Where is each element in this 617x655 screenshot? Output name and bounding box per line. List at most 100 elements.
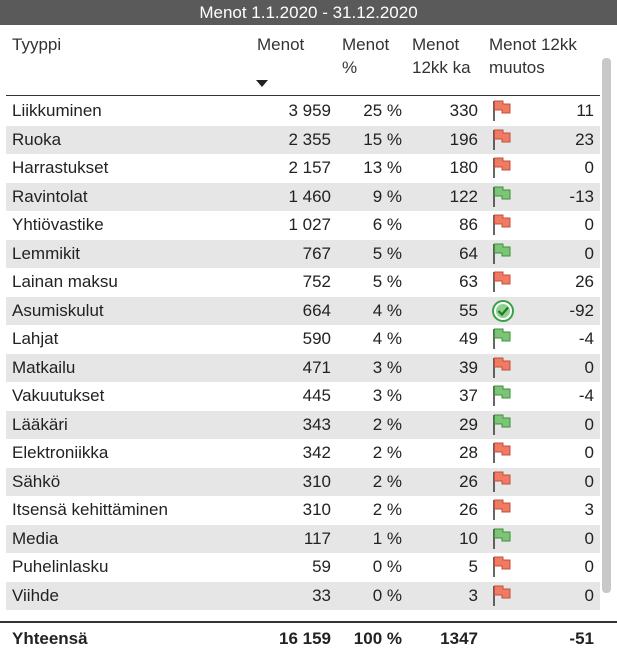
value-cell: 1 460 — [288, 186, 331, 206]
sort-arrow[interactable] — [256, 80, 268, 88]
category-cell: Ruoka — [12, 129, 62, 149]
category-cell: Itsensä kehittäminen — [12, 500, 168, 519]
value-cell: 0 % — [372, 557, 402, 576]
value-cell: 180 — [449, 158, 478, 177]
value-cell: 0 — [584, 528, 594, 548]
category-cell: Harrastukset — [12, 158, 109, 177]
value-cell: 25 % — [363, 101, 402, 120]
status-icon — [491, 242, 513, 266]
value-cell: 2 157 — [288, 158, 331, 177]
value-cell: 6 % — [372, 215, 402, 234]
value-cell: 122 — [449, 186, 478, 206]
category-cell: Lemmikit — [12, 243, 81, 263]
status-icon — [491, 527, 513, 551]
status-icon — [491, 213, 513, 237]
table-row: Asumiskulut 664 4 % 55 -92 — [6, 296, 600, 325]
value-cell: 0 — [584, 471, 594, 491]
total-value: 16 159 — [279, 629, 331, 648]
value-cell: 55 — [459, 300, 478, 320]
table-row: Itsensä kehittäminen 310 2 % 26 3 — [6, 496, 600, 524]
value-cell: 0 — [584, 414, 594, 434]
value-cell: 86 — [459, 215, 478, 234]
value-cell: -4 — [578, 386, 594, 405]
table-row: Ruoka 2 355 15 % 196 23 — [6, 125, 600, 154]
value-cell: 342 — [302, 443, 331, 462]
value-cell: 0 — [584, 585, 594, 605]
value-cell: 767 — [302, 243, 331, 263]
category-cell: Vakuutukset — [12, 386, 105, 405]
value-cell: 59 — [312, 557, 331, 576]
table-row: Vakuutukset 445 3 % 37 -4 — [6, 382, 600, 410]
status-icon — [491, 441, 513, 465]
total-label: Yhteensä — [12, 629, 88, 648]
status-icon — [491, 470, 513, 494]
value-cell: 3 — [468, 585, 478, 605]
value-cell: 28 — [459, 443, 478, 462]
value-cell: 5 % — [372, 272, 402, 291]
status-icon — [491, 99, 513, 123]
column-header: Tyyppi — [12, 35, 62, 54]
value-cell: 2 % — [372, 443, 402, 462]
table-row: Ravintolat 1 460 9 % 122 -13 — [6, 182, 600, 211]
category-cell: Ravintolat — [12, 186, 88, 206]
value-cell: 64 — [459, 243, 478, 263]
category-cell: Lääkäri — [12, 414, 68, 434]
total-row: Yhteensä 16 159 100 % 1347 -51 — [0, 621, 617, 655]
table-row: Lemmikit 767 5 % 64 0 — [6, 239, 600, 268]
column-header: Menot — [257, 35, 305, 54]
value-cell: 11 — [576, 101, 594, 120]
table-row: Lahjat 590 4 % 49 -4 — [6, 325, 600, 353]
status-icon — [491, 185, 513, 209]
value-cell: 0 % — [372, 585, 402, 605]
table-row: Viihde 33 0 % 3 0 — [6, 581, 600, 610]
status-icon — [491, 128, 513, 152]
category-cell: Yhtiövastike — [12, 215, 104, 234]
scrollbar[interactable] — [602, 58, 611, 593]
status-icon — [491, 384, 513, 408]
category-cell: Sähkö — [12, 471, 61, 491]
status-icon — [491, 156, 513, 180]
value-cell: 0 — [584, 215, 594, 234]
table-row: Elektroniikka 342 2 % 28 0 — [6, 439, 600, 467]
value-cell: 196 — [449, 129, 478, 149]
category-cell: Asumiskulut — [12, 300, 104, 320]
value-cell: 117 — [303, 528, 331, 548]
value-cell: 39 — [459, 357, 478, 377]
category-cell: Liikkuminen — [12, 101, 102, 120]
value-cell: 13 % — [363, 158, 402, 177]
table-row: Lainan maksu 752 5 % 63 26 — [6, 268, 600, 296]
table-row: Matkailu 471 3 % 39 0 — [6, 353, 600, 382]
header-rule — [6, 95, 600, 96]
value-cell: 3 — [584, 500, 594, 519]
value-cell: 26 — [575, 272, 594, 291]
value-cell: 26 — [459, 471, 478, 491]
value-cell: 33 — [312, 585, 331, 605]
status-icon — [491, 584, 513, 608]
category-cell: Lahjat — [12, 329, 59, 348]
value-cell: 330 — [449, 101, 478, 120]
status-icon — [491, 356, 513, 380]
table-row: Sähkö 310 2 % 26 0 — [6, 467, 600, 496]
table-row: Harrastukset 2 157 13 % 180 0 — [6, 154, 600, 182]
value-cell: 49 — [459, 329, 478, 348]
value-cell: 1 027 — [288, 215, 331, 234]
value-cell: -13 — [569, 186, 594, 206]
title-bar: Menot 1.1.2020 - 31.12.2020 — [0, 0, 617, 25]
category-cell: Media — [12, 528, 59, 548]
status-icon — [491, 555, 513, 579]
total-value: 100 % — [353, 629, 402, 648]
value-cell: 3 % — [372, 386, 402, 405]
value-cell: 3 959 — [288, 101, 331, 120]
value-cell: 15 % — [363, 129, 402, 149]
value-cell: 0 — [584, 357, 594, 377]
value-cell: 5 % — [372, 243, 402, 263]
value-cell: 4 % — [372, 329, 402, 348]
category-cell: Matkailu — [12, 357, 76, 377]
value-cell: 4 % — [372, 300, 402, 320]
column-header: Menot 12kk ka — [412, 35, 471, 77]
value-cell: 29 — [459, 414, 478, 434]
value-cell: -4 — [578, 329, 594, 348]
value-cell: 471 — [302, 357, 331, 377]
value-cell: 752 — [302, 272, 331, 291]
